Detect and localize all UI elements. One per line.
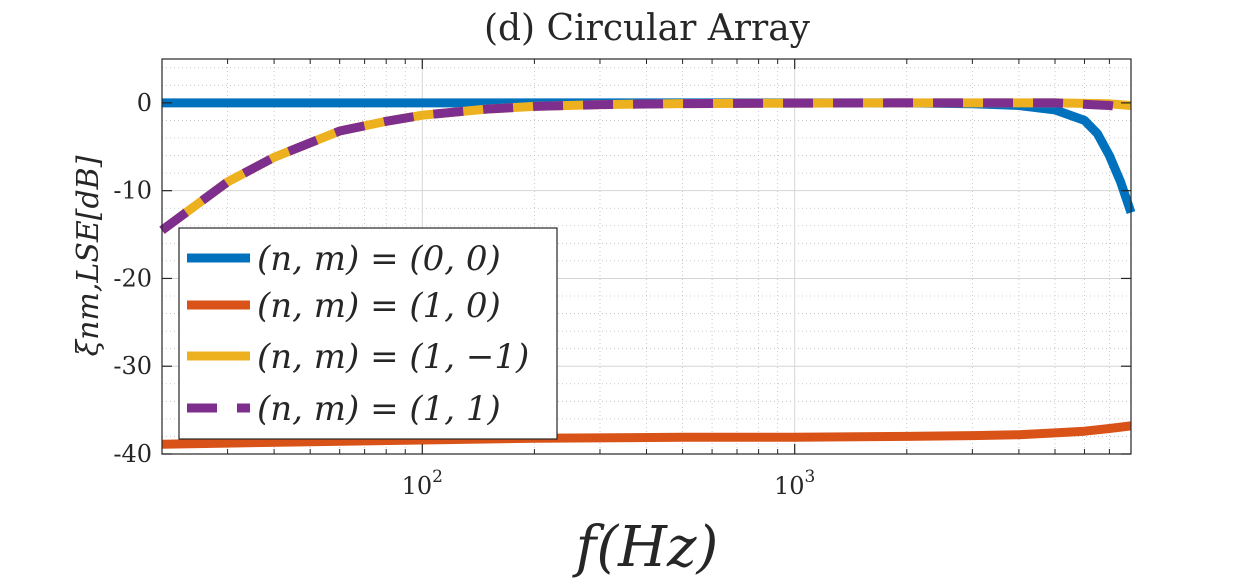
y-tick-label: -30	[113, 352, 152, 380]
legend-label-1: (n, m) = (1, 0)	[257, 286, 501, 326]
series-line-1	[161, 421, 1132, 449]
x-tick-label: 102	[402, 467, 443, 500]
y-tick-label: -10	[113, 177, 152, 205]
y-tick-label: 0	[137, 89, 152, 117]
chart-title: (d) Circular Array	[484, 8, 811, 49]
legend-label-2: (n, m) = (1, −1)	[257, 337, 529, 377]
legend-label-0: (n, m) = (0, 0)	[257, 239, 501, 279]
x-tick-label: 103	[774, 467, 815, 500]
x-tick-labels: 102 103	[402, 467, 816, 500]
ticks-layer	[161, 59, 1132, 455]
series-line-3	[159, 98, 1132, 234]
y-tick-label: -20	[113, 264, 152, 292]
y-tick-labels: 0 -10 -20 -30 -40	[113, 89, 152, 468]
series-layer	[159, 98, 1136, 449]
x-axis-label: f(Hz)	[572, 515, 719, 580]
legend: (n, m) = (0, 0) (n, m) = (1, 0) (n, m) = (…	[178, 227, 558, 440]
y-axis-label: ξnm,LSE[dB]	[71, 155, 106, 356]
y-tick-label: -40	[113, 440, 152, 468]
legend-label-3: (n, m) = (1, 1)	[257, 389, 501, 429]
